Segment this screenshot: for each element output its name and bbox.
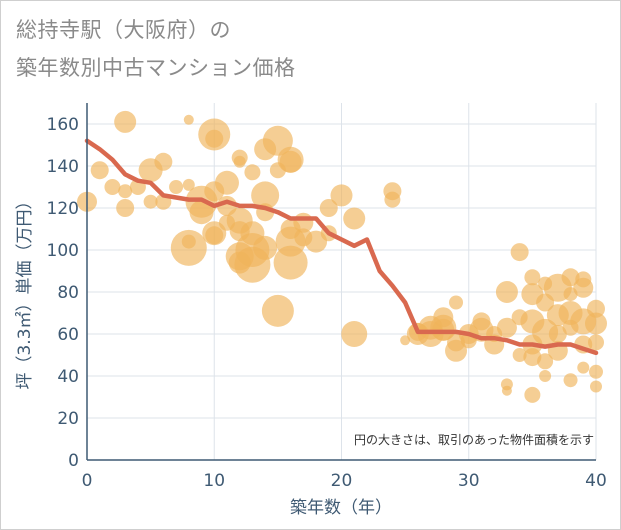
bubble-point <box>118 184 133 199</box>
bubble-point <box>104 179 121 195</box>
bubble-point <box>590 380 602 393</box>
x-tick-label: 0 <box>82 471 93 491</box>
bubble-point <box>182 178 195 191</box>
size-legend-note: 円の大きさは、取引のあった物件面積を示す <box>354 432 594 447</box>
bubble-point <box>261 294 294 327</box>
bubble-point <box>523 348 542 367</box>
bubble-point <box>116 199 135 217</box>
y-tick-label: 20 <box>57 409 79 429</box>
bubble-point <box>154 152 173 171</box>
bubble-point <box>496 317 517 338</box>
x-axis-label: 築年数（年） <box>290 498 392 518</box>
bubble-point <box>563 373 578 388</box>
x-tick-label: 20 <box>331 471 353 491</box>
bubble-point <box>445 339 468 362</box>
bubble-point <box>573 277 594 298</box>
bubble-point <box>181 234 196 249</box>
bubble-point <box>512 348 527 362</box>
bubble-point <box>587 299 605 318</box>
y-tick-label: 100 <box>47 241 79 261</box>
bubble-point <box>577 361 590 374</box>
bubble-point <box>524 269 541 286</box>
bubble-point <box>251 181 280 210</box>
bubble-point <box>205 129 224 148</box>
bubble-point <box>114 110 137 133</box>
tick-labels: 0 10 20 30 40 0 20 40 60 80 100 120 140 160 <box>47 115 607 491</box>
bubble-point <box>233 155 246 168</box>
y-tick-label: 120 <box>47 199 79 219</box>
bubble-point <box>253 235 278 260</box>
bubble-point <box>169 180 184 194</box>
chart-title-line2: 築年数別中古マンション価格 <box>16 56 296 80</box>
bubble-point <box>183 114 194 125</box>
x-tick-label: 30 <box>458 471 480 491</box>
y-tick-label: 140 <box>47 157 79 177</box>
bubble-point <box>341 321 368 347</box>
bubble-point <box>384 191 401 208</box>
bubble-point <box>279 150 302 173</box>
bubble-point <box>589 364 603 379</box>
bubble-point <box>548 325 567 343</box>
bubble-point <box>273 245 308 280</box>
x-tick-label: 10 <box>203 471 225 491</box>
bubble-point <box>214 170 239 195</box>
y-tick-label: 160 <box>47 115 79 135</box>
bubble-point <box>510 243 529 262</box>
bubble-point <box>319 199 338 217</box>
y-tick-label: 60 <box>57 325 79 345</box>
bubble-point <box>90 161 109 180</box>
bubble-point <box>501 385 512 396</box>
bubble-point <box>343 207 366 230</box>
bubble-point <box>537 353 554 370</box>
bubble-point <box>244 164 261 181</box>
bubble-point <box>449 295 464 310</box>
bubble-point <box>585 312 607 335</box>
bubble-point <box>143 194 158 209</box>
y-tick-label: 80 <box>57 283 79 303</box>
y-tick-label: 0 <box>68 451 79 471</box>
bubble-point <box>495 281 518 303</box>
x-tick-label: 40 <box>585 471 607 491</box>
bubble-point <box>205 226 224 245</box>
trend-line-series <box>84 138 599 356</box>
bubble-point <box>588 334 604 351</box>
bubble-point <box>330 184 353 207</box>
y-tick-label: 40 <box>57 367 79 387</box>
bubble-point <box>524 386 541 403</box>
bubble-point <box>561 268 580 287</box>
bubble-point <box>539 370 552 382</box>
chart-title-line1: 総持寺駅（大阪府）の <box>16 18 231 42</box>
trend-line <box>84 138 599 356</box>
axes <box>86 103 596 461</box>
y-axis-label: 坪（3.3㎡）単価（万円） <box>15 192 35 389</box>
